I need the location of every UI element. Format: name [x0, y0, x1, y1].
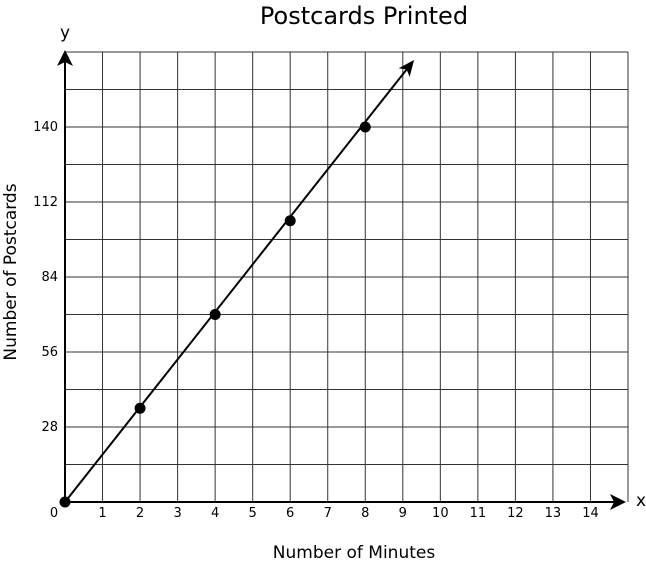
x-tick-label: 10 — [432, 506, 449, 521]
x-tick-label: 11 — [470, 506, 487, 521]
series — [59, 60, 415, 508]
grid — [65, 51, 629, 502]
y-axis-label: Number of Postcards — [1, 183, 21, 360]
x-tick-label: 12 — [507, 506, 524, 521]
origin-label: 0 — [50, 506, 58, 521]
x-axis-label: Number of Minutes — [273, 543, 436, 563]
data-point — [134, 402, 146, 414]
chart-title: Postcards Printed — [260, 2, 468, 30]
data-point — [59, 496, 71, 508]
x-tick-label: 9 — [399, 506, 407, 521]
x-tick-label: 5 — [249, 506, 257, 521]
x-tick-label: 3 — [173, 506, 181, 521]
x-tick-label: 7 — [324, 506, 332, 521]
y-axis-letter: y — [60, 23, 70, 43]
y-tick-label: 28 — [41, 420, 58, 435]
x-tick-label: 6 — [286, 506, 294, 521]
x-tick-label: 13 — [545, 506, 562, 521]
x-axis-letter: x — [636, 491, 646, 511]
y-axis-arrowhead — [57, 50, 73, 66]
y-tick-labels: 28 56 84 112 140 — [33, 120, 58, 435]
x-tick-labels: 1 2 3 4 5 6 7 8 9 10 11 12 13 14 — [98, 506, 598, 521]
y-tick-label: 112 — [33, 195, 58, 210]
x-tick-label: 1 — [98, 506, 106, 521]
x-tick-label: 2 — [136, 506, 144, 521]
data-point — [284, 215, 296, 227]
series-line-arrowhead — [398, 60, 415, 77]
data-point — [209, 309, 221, 320]
x-axis-arrowhead — [610, 494, 626, 510]
series-line — [64, 68, 408, 503]
y-tick-label: 84 — [41, 270, 58, 285]
x-tick-label: 14 — [582, 506, 599, 521]
x-tick-label: 4 — [211, 506, 219, 521]
x-tick-label: 8 — [361, 506, 369, 521]
y-tick-label: 56 — [41, 345, 58, 360]
data-point — [359, 121, 371, 133]
y-tick-label: 140 — [33, 120, 58, 135]
